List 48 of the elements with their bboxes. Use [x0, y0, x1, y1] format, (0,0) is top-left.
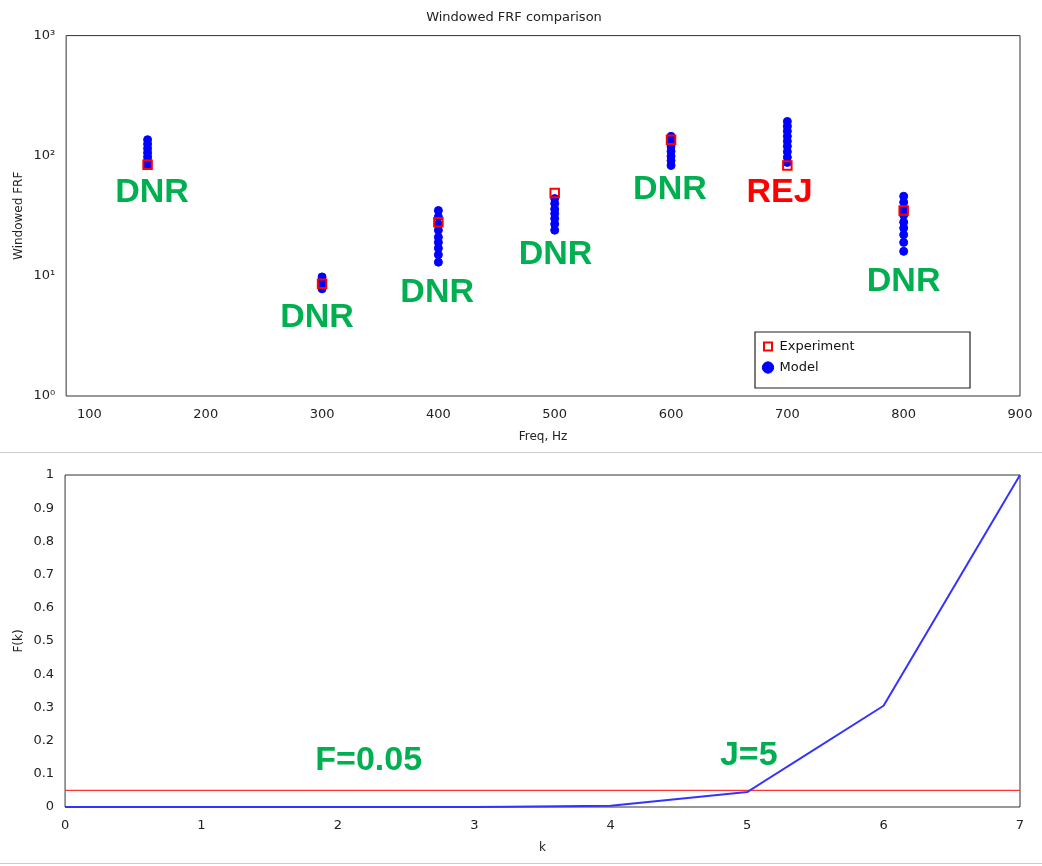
annotation: DNR: [866, 260, 941, 299]
y-tick-label: 10²: [33, 147, 56, 163]
legend-label: Experiment: [779, 337, 855, 353]
x-tick-label: 400: [425, 406, 451, 422]
y-tick-label: 0.1: [33, 765, 55, 781]
y-axis-title: F(k): [11, 629, 26, 653]
x-tick-label: 600: [658, 406, 684, 422]
annotation: DNR: [115, 171, 189, 210]
x-tick-label: 0: [60, 817, 70, 833]
y-tick-label: 0.9: [33, 499, 55, 515]
annotation: F=0.05: [315, 738, 423, 777]
x-tick-label: 1: [197, 817, 206, 833]
y-tick-label: 0.8: [33, 532, 55, 548]
x-axis-title: Freq, Hz: [518, 428, 568, 443]
x-tick-label: 5: [743, 817, 752, 833]
x-tick-label: 300: [309, 406, 335, 422]
annotation: DNR: [280, 296, 354, 335]
x-tick-label: 700: [774, 406, 800, 422]
x-tick-label: 6: [879, 817, 888, 833]
y-tick-label: 10¹: [33, 267, 56, 283]
y-tick-label: 0.3: [33, 698, 55, 714]
y-tick-label: 0.6: [33, 599, 55, 615]
x-tick-label: 7: [1015, 817, 1025, 833]
annotation: DNR: [400, 271, 475, 310]
chart-title: Windowed FRF comparison: [426, 9, 602, 25]
y-tick-label: 1: [45, 466, 55, 482]
x-tick-label: 100: [77, 406, 102, 422]
y-tick-label: 0: [45, 798, 55, 814]
y-tick-label: 0.4: [33, 665, 55, 681]
x-tick-label: 3: [470, 817, 479, 833]
x-tick-label: 4: [606, 817, 615, 833]
x-tick-label: 800: [891, 406, 917, 422]
y-axis-title: Windowed FRF: [11, 171, 26, 260]
x-tick-label: 200: [193, 406, 219, 422]
annotation: REJ: [746, 171, 813, 210]
y-tick-label: 0.5: [33, 632, 55, 648]
annotation: J=5: [719, 734, 778, 773]
y-tick-label: 10³: [33, 26, 56, 42]
x-axis-title: k: [539, 839, 547, 854]
annotation: DNR: [633, 168, 707, 207]
annotation: DNR: [518, 233, 593, 272]
x-tick-label: 900: [1007, 406, 1033, 422]
x-tick-label: 500: [542, 406, 568, 422]
y-tick-label: 0.7: [33, 565, 55, 581]
x-tick-label: 2: [333, 817, 343, 833]
legend-label: Model: [779, 358, 819, 374]
y-tick-label: 0.2: [33, 731, 55, 747]
y-tick-label: 10⁰: [33, 387, 56, 403]
